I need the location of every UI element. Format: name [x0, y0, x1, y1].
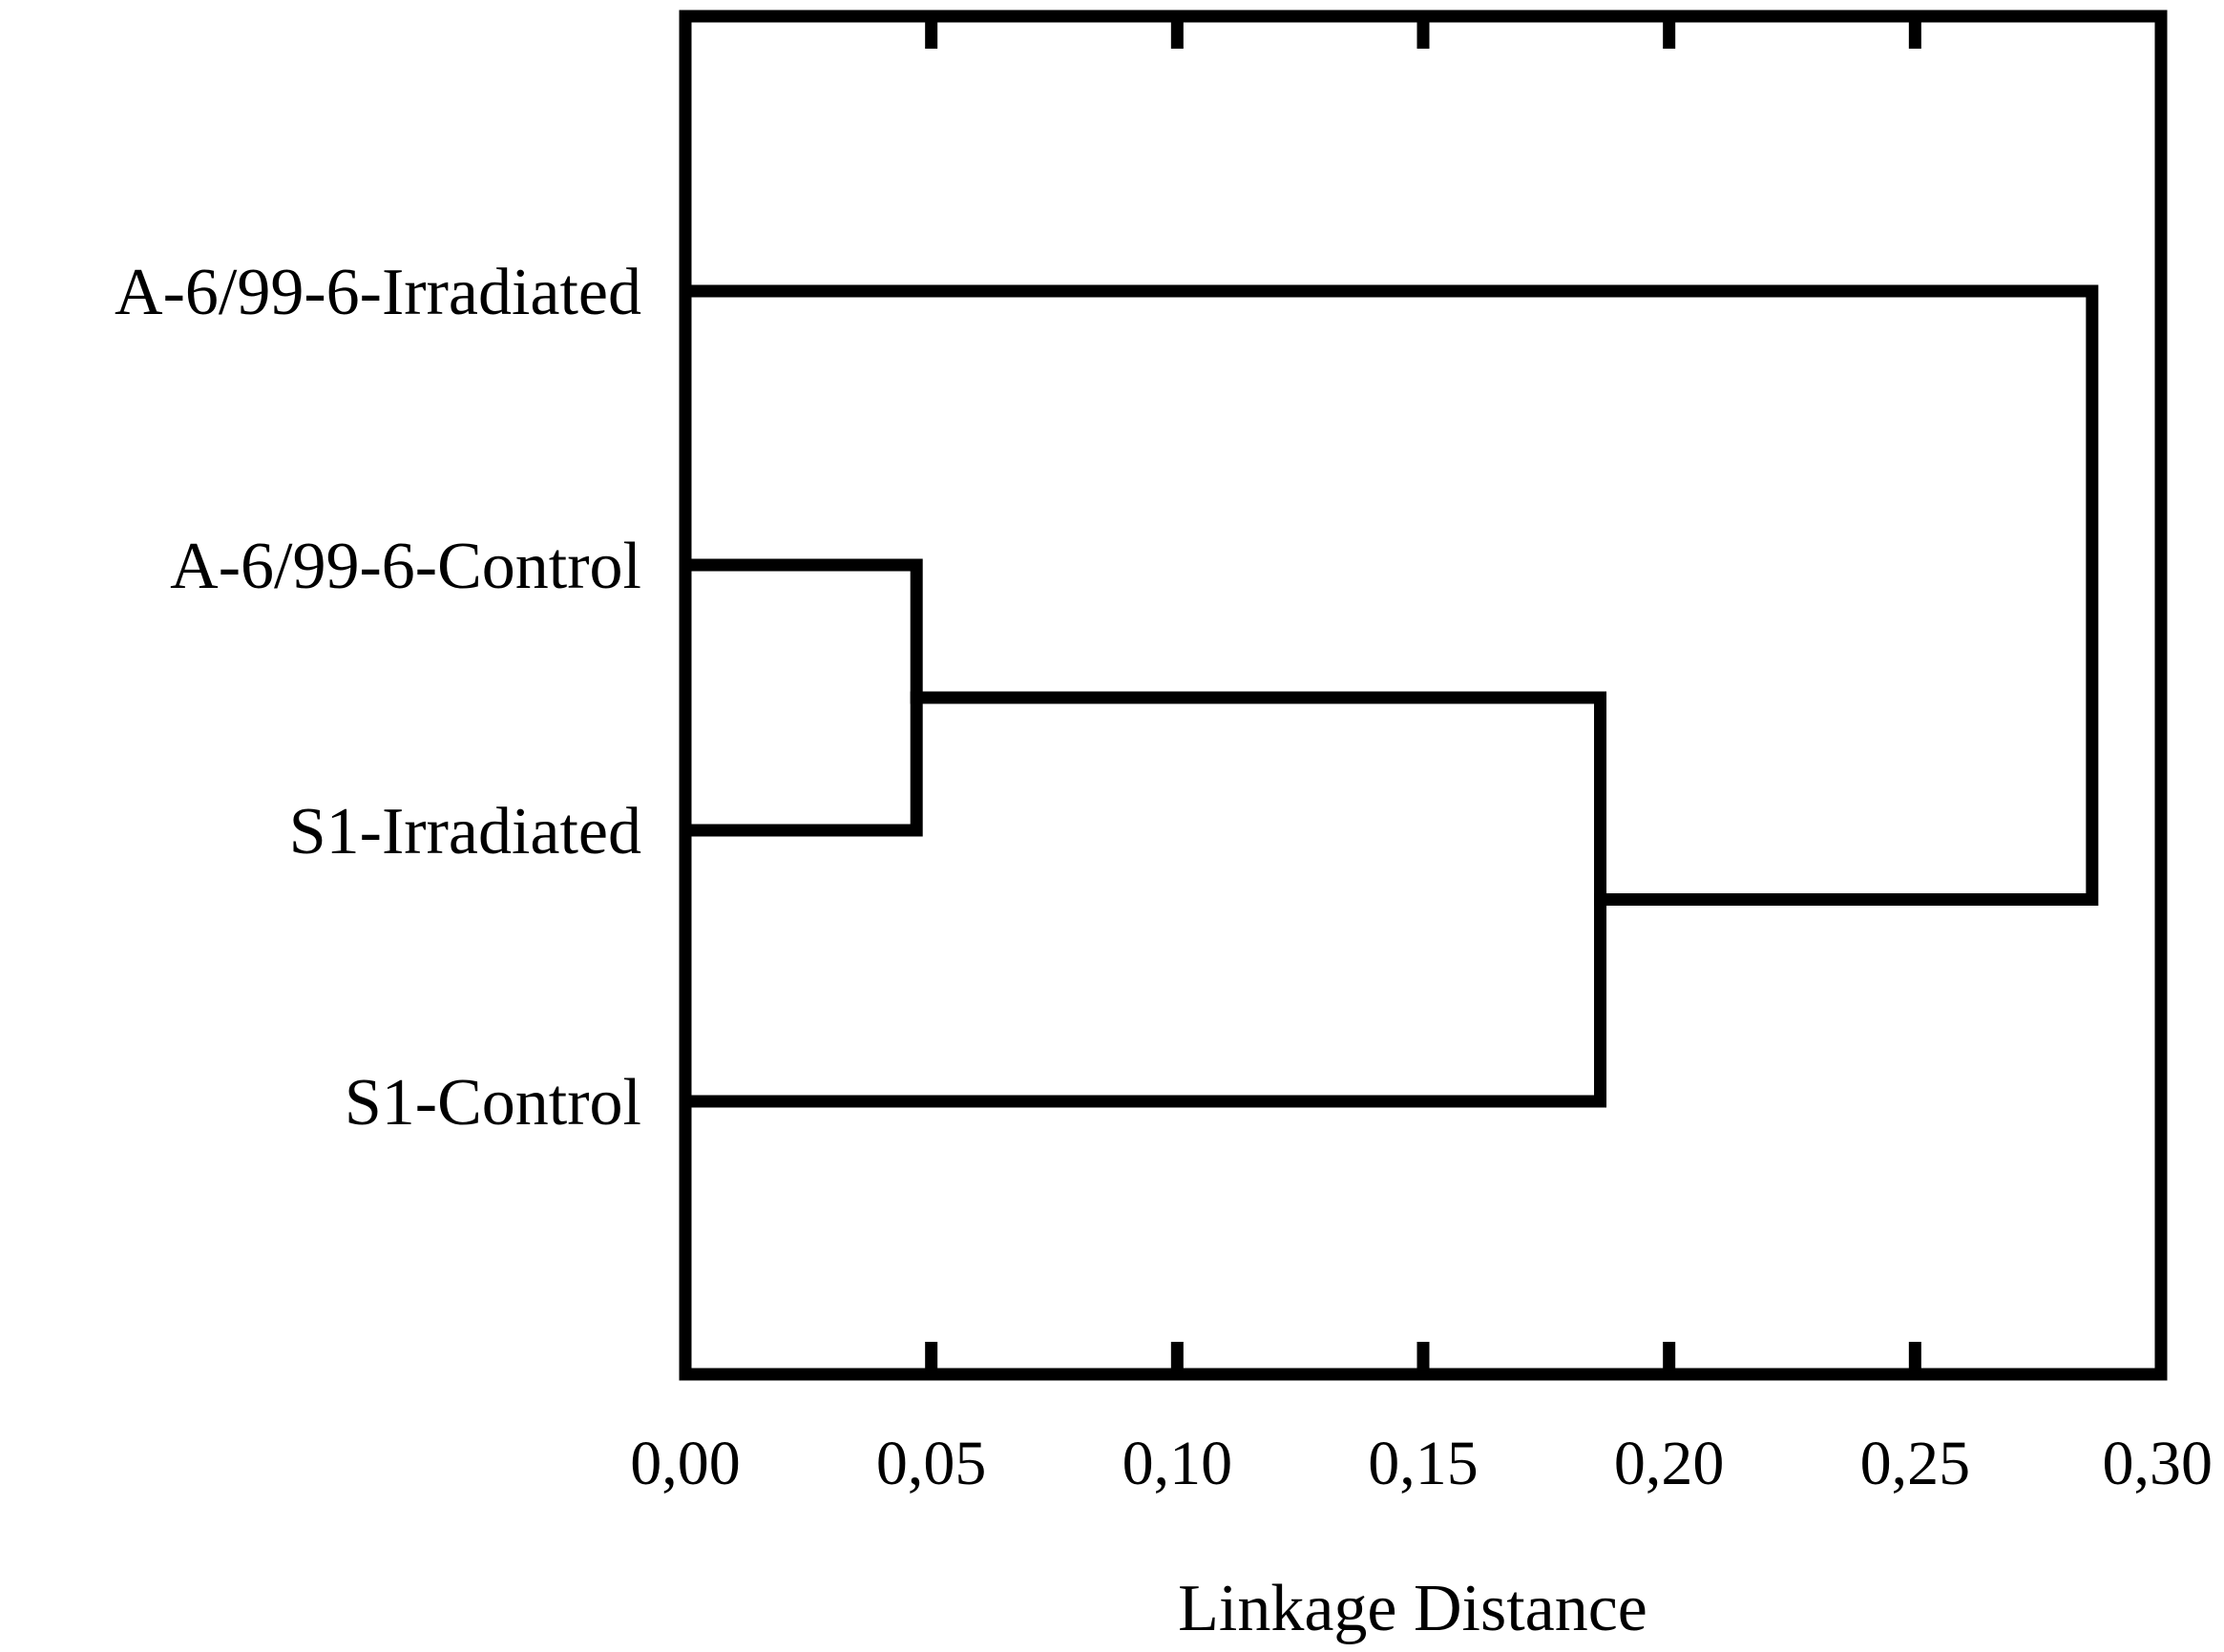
x-tick-label: 0,00 — [630, 1429, 741, 1498]
x-tick-label: 0,20 — [1614, 1429, 1725, 1498]
leaf-label: S1-Irradiated — [289, 795, 641, 868]
leaf-label: A-6/99-6-Irradiated — [115, 256, 641, 329]
x-tick-label: 0,15 — [1368, 1429, 1479, 1498]
x-axis-ticks — [925, 16, 1921, 1374]
leaf-label: S1-Control — [345, 1066, 641, 1140]
dendrogram-links — [679, 284, 2099, 1108]
leaf-label: A-6/99-6-Control — [170, 530, 641, 603]
dendrogram-link — [679, 284, 2099, 906]
x-tick-label: 0,30 — [2103, 1429, 2214, 1498]
x-axis-title: Linkage Distance — [1178, 1572, 1647, 1645]
x-tick-label: 0,10 — [1122, 1429, 1233, 1498]
leaf-labels: A-6/99-6-Irradiated A-6/99-6-Control S1-Ir… — [115, 256, 641, 1140]
x-tick-labels: 0,00 0,05 0,10 0,15 0,20 0,25 0,30 — [630, 1429, 2213, 1498]
x-tick-label: 0,25 — [1860, 1429, 1971, 1498]
x-tick-label: 0,05 — [876, 1429, 987, 1498]
